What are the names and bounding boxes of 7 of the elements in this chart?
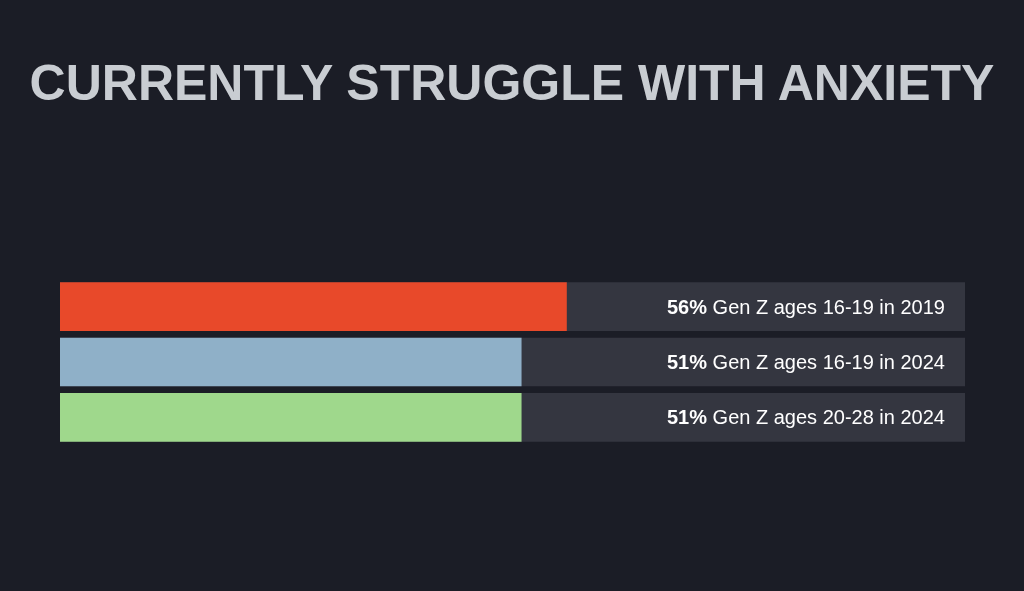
- data-label: 56%: [667, 296, 708, 318]
- data-label: 51%: [667, 406, 708, 428]
- data-label: 51%: [667, 351, 708, 373]
- chart-title: CURRENTLY STRUGGLE WITH ANXIETY: [29, 55, 995, 112]
- y-tick-label: Gen Z ages 16-19 in 2019: [712, 296, 945, 318]
- y-tick-label: Gen Z ages 16-19 in 2024: [712, 351, 945, 373]
- y-tick-label: Gen Z ages 20-28 in 2024: [712, 406, 945, 428]
